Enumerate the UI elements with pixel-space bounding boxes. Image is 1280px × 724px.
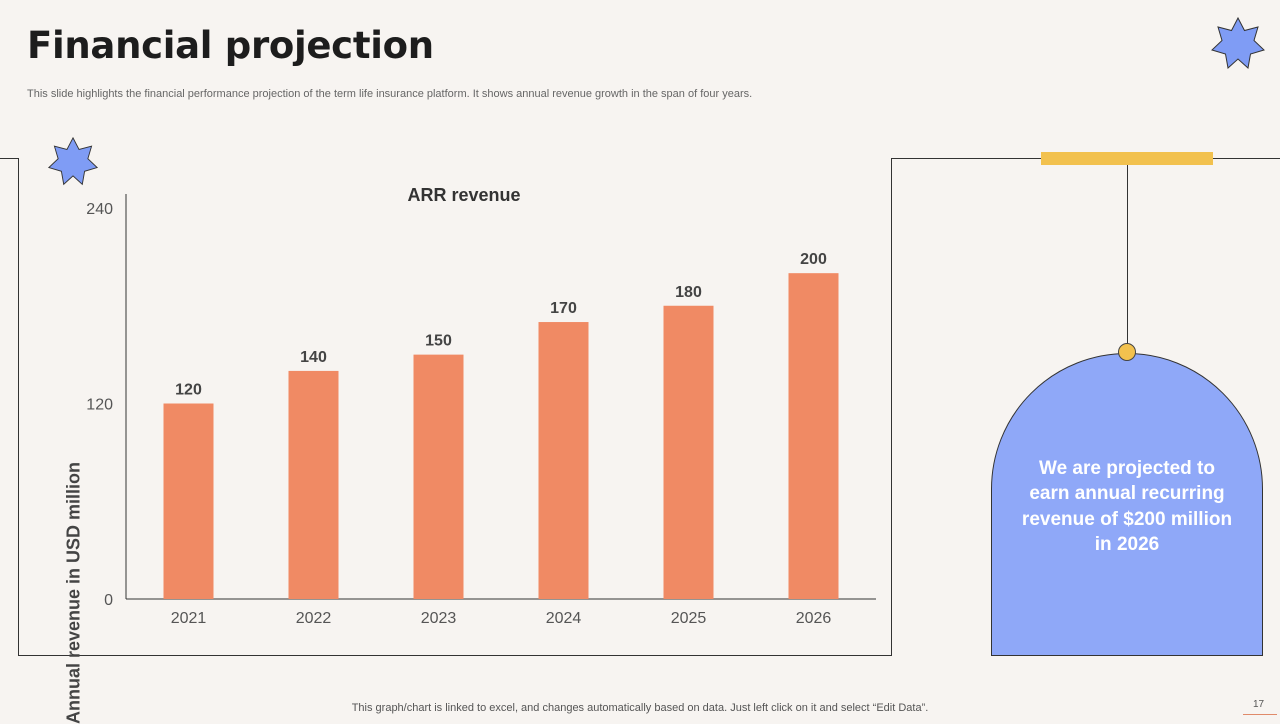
chart-panel: ARR revenue 0 120 240 2021 2022 2023 2024 2025… <box>18 158 892 724</box>
data-label: 140 <box>300 349 327 366</box>
y-tick-label: 0 <box>104 592 113 609</box>
page-title: Financial projection <box>27 24 434 67</box>
bar <box>663 305 714 599</box>
bar-chart: ARR revenue 0 120 240 2021 2022 2023 2024 2025… <box>86 185 876 627</box>
page-number: 17 <box>1253 699 1265 710</box>
chart-title: ARR revenue <box>407 185 520 205</box>
callout-text: We are projected to earn annual recurrin… <box>1021 457 1233 556</box>
x-tick-label: 2023 <box>421 610 457 627</box>
data-label: 170 <box>550 300 577 317</box>
star-icon <box>1211 16 1265 69</box>
bar <box>538 322 589 599</box>
y-tick-label: 240 <box>86 201 113 218</box>
star-icon <box>47 136 99 186</box>
bar <box>413 354 464 599</box>
x-tick-label: 2021 <box>171 610 207 627</box>
footer-note: This graph/chart is linked to excel, and… <box>351 702 929 714</box>
bar <box>163 403 214 599</box>
bar <box>288 370 339 599</box>
data-label: 200 <box>800 251 827 268</box>
data-label: 180 <box>675 284 702 301</box>
page-subtitle: This slide highlights the financial perf… <box>27 88 753 100</box>
hanger-bar <box>1041 152 1213 165</box>
x-tick-label: 2025 <box>671 610 707 627</box>
x-tick-label: 2022 <box>296 610 332 627</box>
page-number-underline <box>1243 714 1277 715</box>
data-label: 120 <box>175 382 202 399</box>
data-label: 150 <box>425 333 452 350</box>
hanger-knob <box>1118 343 1136 361</box>
bar <box>788 273 839 599</box>
x-tick-label: 2024 <box>546 610 582 627</box>
x-tick-label: 2026 <box>796 610 832 627</box>
callout-arch: We are projected to earn annual recurrin… <box>991 353 1263 656</box>
hanger-string <box>1127 165 1128 353</box>
y-axis-title: Annual revenue in USD million <box>63 461 84 724</box>
y-tick-label: 120 <box>86 397 113 414</box>
